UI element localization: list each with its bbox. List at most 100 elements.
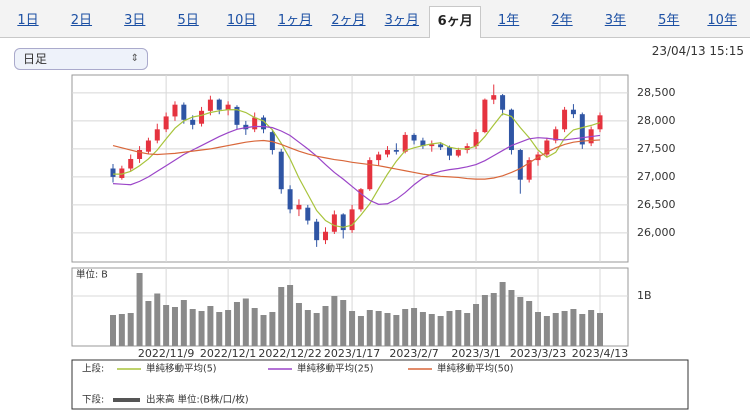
legend-entry: 出来高 単位:(B株/口/枚) xyxy=(146,394,249,406)
volume-unit: 単位: B xyxy=(76,269,108,281)
period-tab[interactable]: 2年 xyxy=(551,13,573,28)
candle-body xyxy=(349,209,355,231)
volume-bar xyxy=(313,313,320,346)
volume-bar xyxy=(304,310,311,346)
candle-body xyxy=(207,99,213,111)
period-tab[interactable]: 1年 xyxy=(497,13,520,28)
candle-body xyxy=(137,150,143,159)
candle-body xyxy=(402,134,408,152)
period-tab[interactable]: 3年 xyxy=(604,13,627,28)
price-panel xyxy=(71,74,629,263)
volume-bar xyxy=(455,310,462,346)
volume-bar xyxy=(402,309,409,346)
candle-body xyxy=(367,160,373,190)
candle-body xyxy=(517,150,523,180)
volume-bar xyxy=(322,306,329,346)
x-tick-label: 2022/12/1 xyxy=(200,347,256,360)
candle-body xyxy=(163,116,169,130)
volume-bar xyxy=(597,313,603,346)
volume-bar xyxy=(535,312,542,346)
interval-select[interactable]: 日足 ⇕ xyxy=(14,48,148,70)
volume-bar xyxy=(171,307,178,346)
volume-bar xyxy=(543,316,550,346)
candle-body xyxy=(455,150,461,156)
candle-body xyxy=(526,160,532,180)
candle-body xyxy=(376,154,382,161)
candle-body xyxy=(314,221,320,241)
volume-bar xyxy=(481,295,488,346)
candle-body xyxy=(287,189,293,210)
candle-body xyxy=(190,119,196,125)
candle-body xyxy=(128,158,134,169)
volume-bar xyxy=(464,313,471,346)
candle-body xyxy=(597,115,603,130)
candle-body xyxy=(323,231,329,241)
volume-bar xyxy=(269,312,276,346)
period-tab[interactable]: 5日 xyxy=(177,13,199,28)
candle-body xyxy=(562,109,568,130)
period-tab[interactable]: 10日 xyxy=(226,13,257,28)
caret: ⇕ xyxy=(130,53,139,64)
candle-body xyxy=(420,140,426,147)
moving-average-line xyxy=(113,109,601,228)
volume-bar xyxy=(428,314,435,346)
candle-body xyxy=(508,109,514,151)
period-tab[interactable]: 1日 xyxy=(17,13,39,28)
volume-bar xyxy=(189,309,196,346)
interval-label: 日足 xyxy=(23,52,48,66)
volume-bar xyxy=(295,303,302,346)
y-tick-label: 28,000 xyxy=(637,114,676,127)
y-tick-label: 27,500 xyxy=(637,142,676,155)
volume-bar xyxy=(437,316,444,346)
period-tab[interactable]: 3日 xyxy=(124,13,146,28)
volume-bar xyxy=(251,308,258,346)
candle-body xyxy=(446,147,452,156)
volume-bar xyxy=(287,285,294,346)
volume-bar xyxy=(136,273,143,346)
legend-label: 上段: xyxy=(82,363,104,375)
candle-body xyxy=(500,95,506,110)
candle-body xyxy=(491,95,497,100)
y-tick-label: 26,000 xyxy=(637,226,676,239)
period-tab[interactable]: 6ヶ月 xyxy=(429,6,482,38)
x-tick-label: 2023/1/17 xyxy=(324,347,380,360)
candle-body xyxy=(464,146,470,151)
volume-bar xyxy=(366,310,373,346)
volume-bar xyxy=(331,296,338,346)
y-tick-label: 28,500 xyxy=(637,86,676,99)
volume-bar xyxy=(499,282,506,346)
x-tick-label: 2022/11/9 xyxy=(138,347,194,360)
volume-bar xyxy=(490,293,497,346)
period-tab[interactable]: 10年 xyxy=(707,13,737,28)
moving-average-line xyxy=(112,125,601,205)
period-tab[interactable]: 3ヶ月 xyxy=(384,13,419,28)
volume-bar xyxy=(384,313,391,346)
x-tick-label: 2022/12/22 xyxy=(258,347,321,360)
candle-body xyxy=(473,132,479,147)
period-tab[interactable]: 1ヶ月 xyxy=(277,13,313,28)
volume-bar xyxy=(588,310,595,346)
volume-bar xyxy=(127,313,134,346)
period-tab[interactable]: 2ヶ月 xyxy=(331,13,366,28)
volume-bar xyxy=(198,311,205,346)
volume-bar xyxy=(561,311,568,346)
volume-bar xyxy=(411,308,418,346)
period-tab[interactable]: 5年 xyxy=(658,13,680,28)
candle-body xyxy=(261,117,267,130)
candle-body xyxy=(181,104,187,120)
volume-bar xyxy=(508,290,515,346)
period-tab[interactable]: 2日 xyxy=(70,13,93,28)
volume-bar xyxy=(225,310,232,346)
candle-body xyxy=(393,150,399,152)
volume-bar xyxy=(207,306,214,346)
candle-body xyxy=(331,214,337,232)
volume-bar xyxy=(357,316,364,346)
volume-bar xyxy=(552,313,559,346)
candle-body xyxy=(199,110,205,124)
volume-bar xyxy=(340,300,347,346)
candle-body xyxy=(438,144,444,148)
candle-body xyxy=(225,104,231,110)
volume-bar xyxy=(349,311,356,346)
x-tick-label: 2023/3/23 xyxy=(510,347,566,360)
